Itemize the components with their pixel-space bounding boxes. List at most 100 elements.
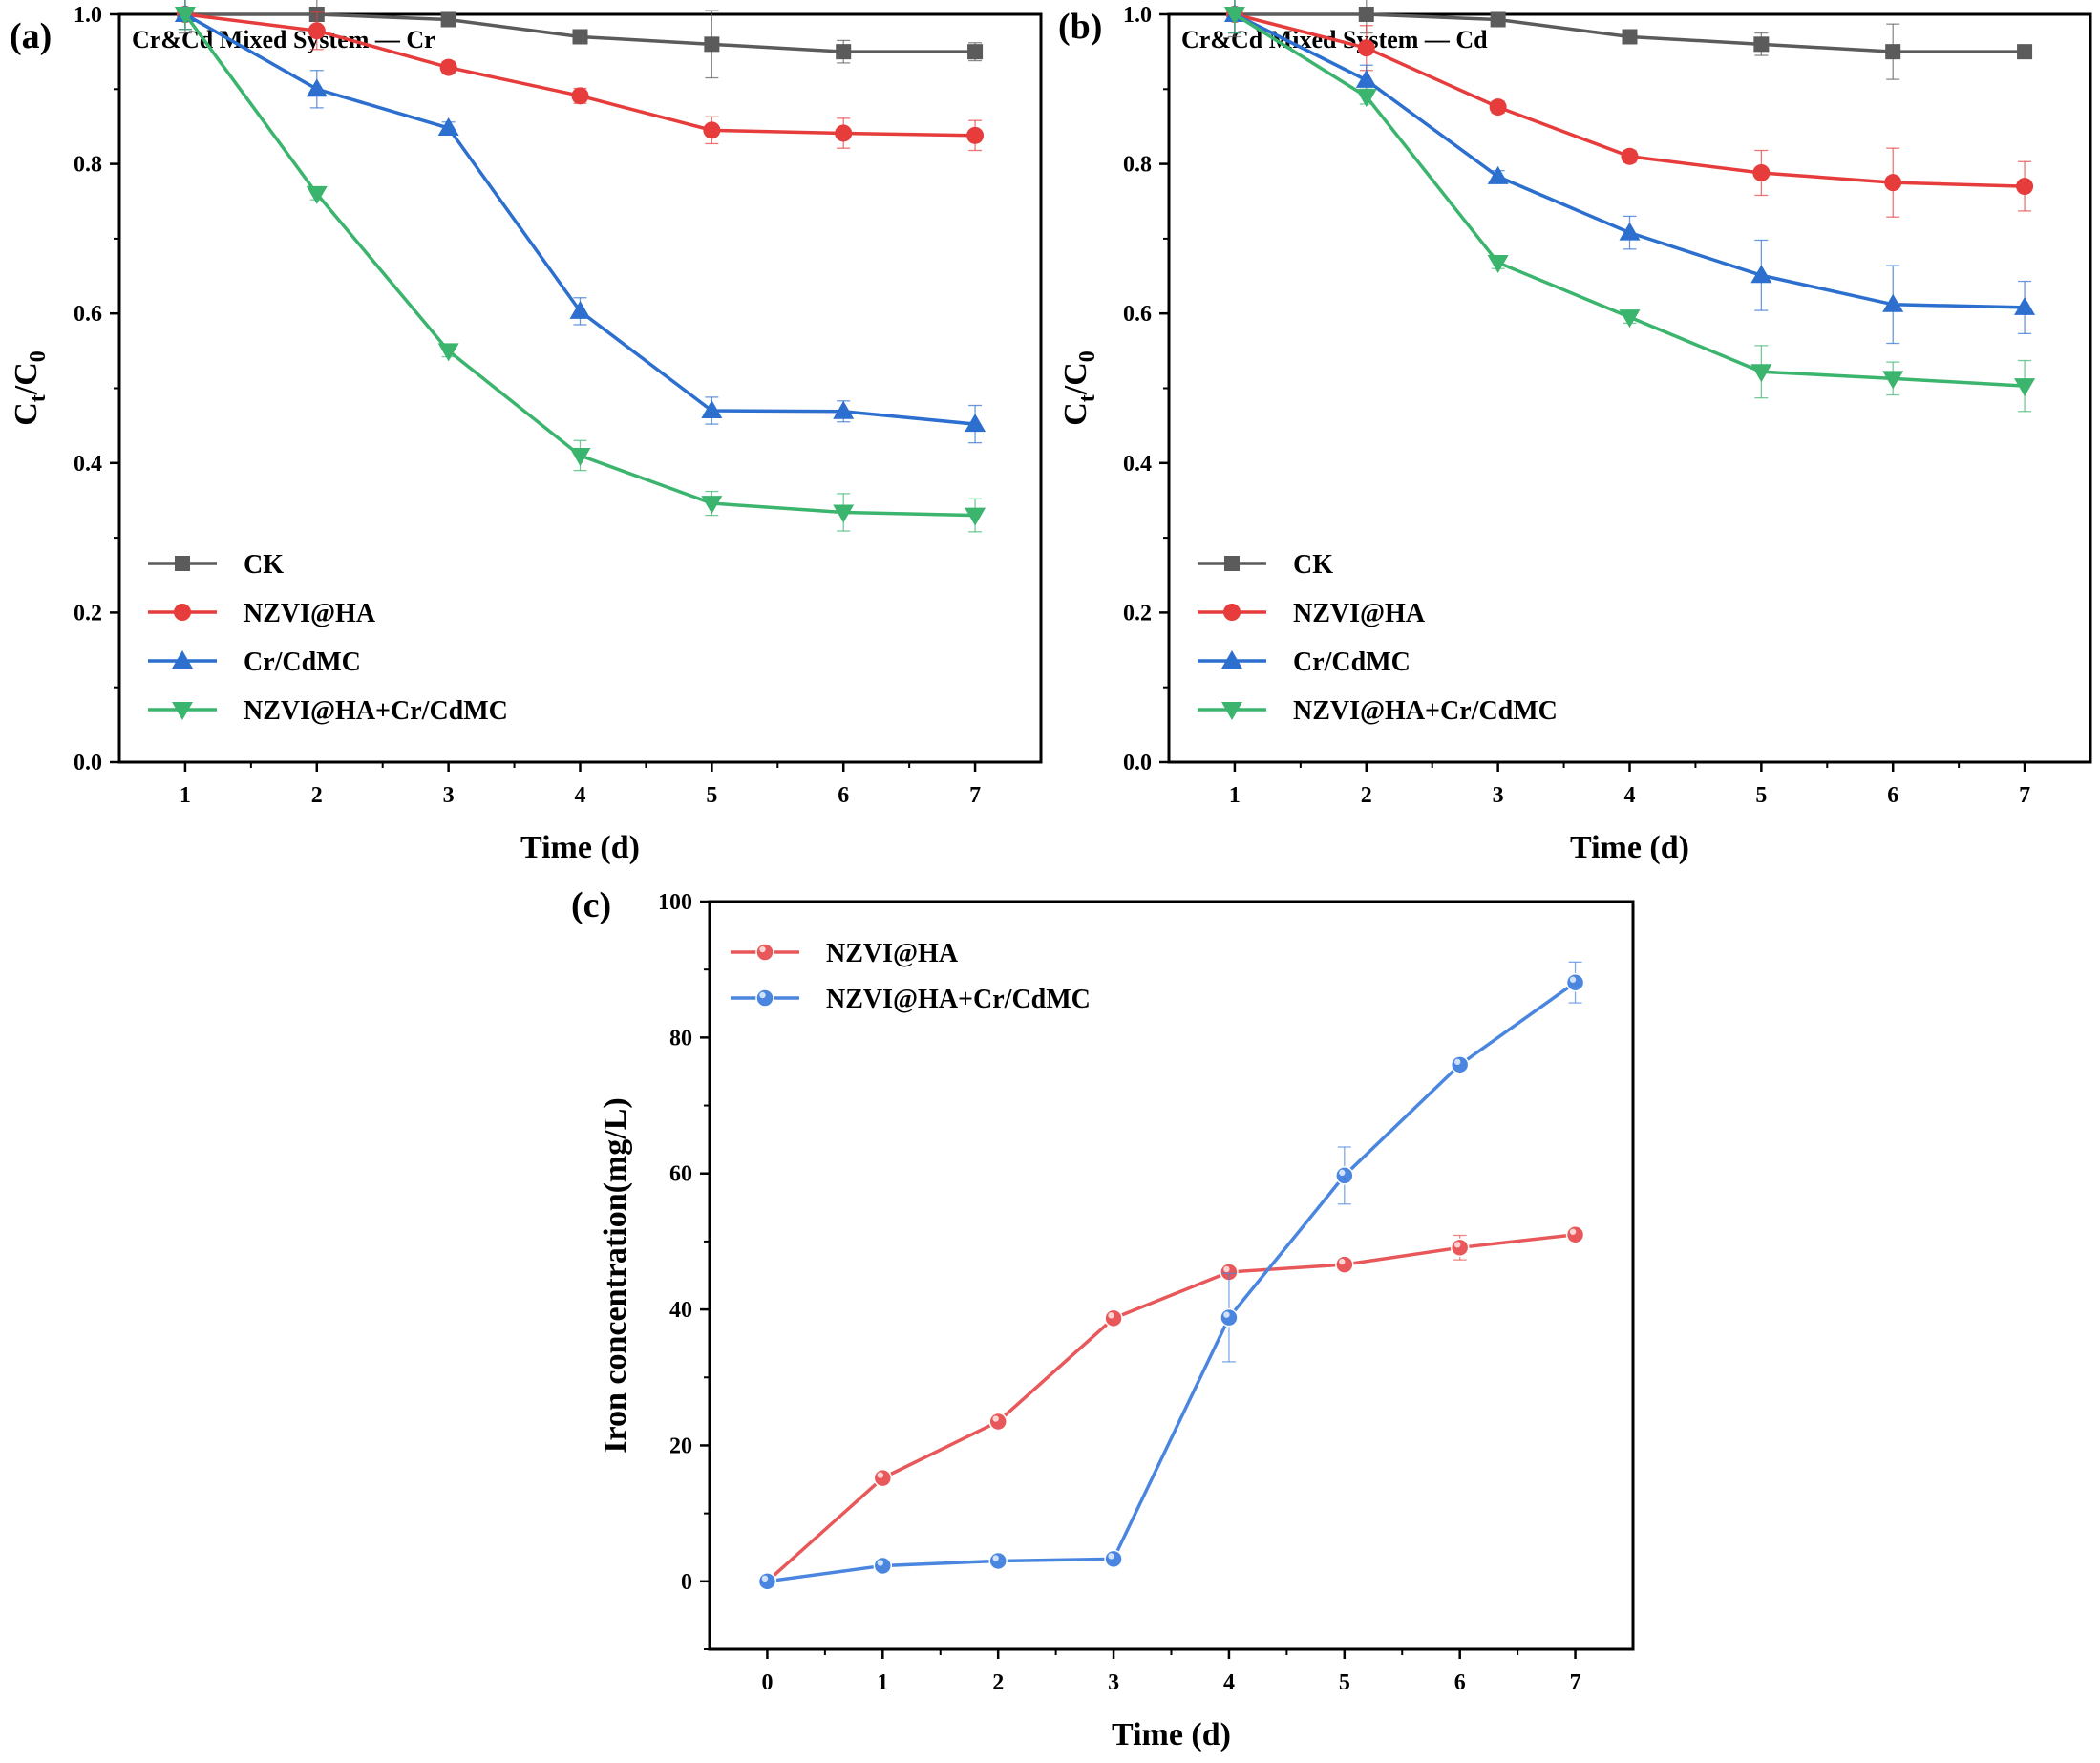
x-tick-label: 6 (1454, 1670, 1466, 1695)
data-point (1223, 7, 1245, 25)
data-point (1882, 371, 1904, 390)
data-point (2014, 378, 2036, 397)
series-line (766, 1233, 1576, 1583)
data-point (571, 87, 589, 105)
x-tick-label: 7 (1570, 1670, 1581, 1695)
data-point (835, 124, 853, 142)
series-line (184, 12, 976, 426)
data-point-highlight (761, 1575, 769, 1582)
data-point (1750, 364, 1772, 383)
legend-entry: NZVI@HA+Cr/CdMC (148, 696, 508, 726)
series-NZVI@HA (176, 0, 985, 152)
data-point (1885, 44, 1901, 60)
data-point (439, 58, 457, 76)
y-axis: 0 20 40 60 80 100 (658, 890, 710, 1650)
legend-marker (1223, 604, 1241, 621)
data-point-highlight (877, 1560, 884, 1566)
x-tick-label: 3 (443, 783, 455, 808)
data-point (306, 78, 328, 97)
series-Cr/CdMC (1223, 0, 2036, 345)
x-tick-label: 2 (1361, 783, 1372, 808)
data-point (440, 11, 456, 28)
y-axis-title: Iron concentration(mg/L) (598, 1097, 633, 1453)
x-tick-label: 0 (761, 1670, 773, 1695)
data-point-highlight (1453, 1058, 1461, 1066)
legend-entry: NZVI@HA+Cr/CdMC (1198, 696, 1558, 726)
legend-label: NZVI@HA+Cr/CdMC (826, 985, 1091, 1014)
data-point-highlight (1108, 1553, 1114, 1560)
x-axis: 1 2 3 4 5 6 7 (1229, 762, 2030, 808)
legend-marker (172, 702, 193, 720)
x-tick-label: 4 (1223, 1670, 1235, 1695)
data-point-highlight (1453, 1242, 1461, 1248)
data-point (1490, 11, 1506, 28)
x-axis-title: Time (d) (520, 830, 640, 865)
series-NZVI@HA+Cr/CdMC (757, 961, 1585, 1591)
x-tick-label: 5 (1339, 1670, 1350, 1695)
legend-label: NZVI@HA (1293, 599, 1426, 628)
data-point (1565, 1225, 1585, 1244)
data-point (1358, 7, 1374, 22)
data-point (988, 1551, 1008, 1571)
legend-entry: NZVI@HA (731, 939, 959, 968)
data-point (1104, 1549, 1123, 1569)
x-tick-label: 7 (2019, 783, 2030, 808)
data-point (704, 36, 720, 53)
data-point (1884, 174, 1902, 192)
x-tick-label: 2 (992, 1670, 1004, 1695)
data-point (873, 1556, 893, 1576)
legend-marker (1221, 650, 1242, 669)
panel-a: 1 2 3 4 5 6 7 0.0 0.2 0.4 0.6 0.8 1.0 Time (d) Ct/C0 Cr… (9, 0, 1043, 865)
data-point (757, 1572, 777, 1591)
y-tick-label: 60 (669, 1162, 692, 1187)
data-point (967, 44, 984, 60)
data-point (1621, 147, 1639, 165)
legend-marker (755, 988, 774, 1008)
legend-entry: Cr/CdMC (1198, 648, 1411, 677)
x-tick-label: 1 (877, 1670, 888, 1695)
data-point (988, 1412, 1008, 1432)
data-point (306, 185, 328, 204)
panel-b: 1 2 3 4 5 6 7 0.0 0.2 0.4 0.6 0.8 1.0 Time (d) Ct/C0 Cr… (1058, 0, 2092, 865)
legend-marker (1221, 702, 1242, 720)
legend-label: NZVI@HA (244, 599, 376, 628)
data-point (833, 400, 855, 419)
y-tick-label: 1.0 (1123, 3, 1152, 28)
y-tick-label: 0.2 (1123, 601, 1152, 626)
x-axis-title: Time (d) (1570, 830, 1689, 865)
legend-label: Cr/CdMC (1293, 648, 1411, 677)
y-tick-label: 0.6 (74, 302, 102, 327)
panel-label: (c) (571, 885, 611, 925)
legend-label: NZVI@HA+Cr/CdMC (244, 696, 508, 726)
y-tick-label: 0.0 (1123, 751, 1152, 775)
data-point (1104, 1308, 1123, 1328)
data-point-highlight (1569, 976, 1577, 983)
panel-label: (a) (10, 16, 52, 56)
x-tick-label: 5 (706, 783, 717, 808)
y-axis-title: Ct/C0 (9, 350, 51, 426)
data-point (174, 7, 196, 25)
y-axis: 0.0 0.2 0.4 0.6 0.8 1.0 (74, 3, 119, 775)
x-tick-label: 6 (1887, 783, 1898, 808)
x-tick-label: 6 (838, 783, 849, 808)
data-point (1487, 165, 1509, 184)
data-point (701, 399, 723, 418)
legend-label: Cr/CdMC (244, 648, 361, 677)
legend-label: NZVI@HA+Cr/CdMC (1293, 696, 1558, 726)
x-tick-label: 3 (1493, 783, 1504, 808)
data-point (1619, 309, 1641, 329)
x-tick-label: 1 (180, 783, 191, 808)
data-point (1355, 89, 1377, 108)
data-point (1752, 163, 1771, 181)
legend-entry: CK (1198, 550, 1333, 580)
series-line (1234, 12, 2026, 388)
y-tick-label: 0.4 (74, 452, 102, 477)
data-point (2014, 296, 2036, 315)
y-tick-label: 0.8 (1123, 153, 1152, 178)
legend-marker-highlight (759, 991, 766, 999)
data-point-highlight (1339, 1258, 1346, 1265)
legend-label: CK (244, 550, 284, 580)
series-Cr/CdMC (174, 0, 986, 444)
x-tick-label: 7 (969, 783, 981, 808)
